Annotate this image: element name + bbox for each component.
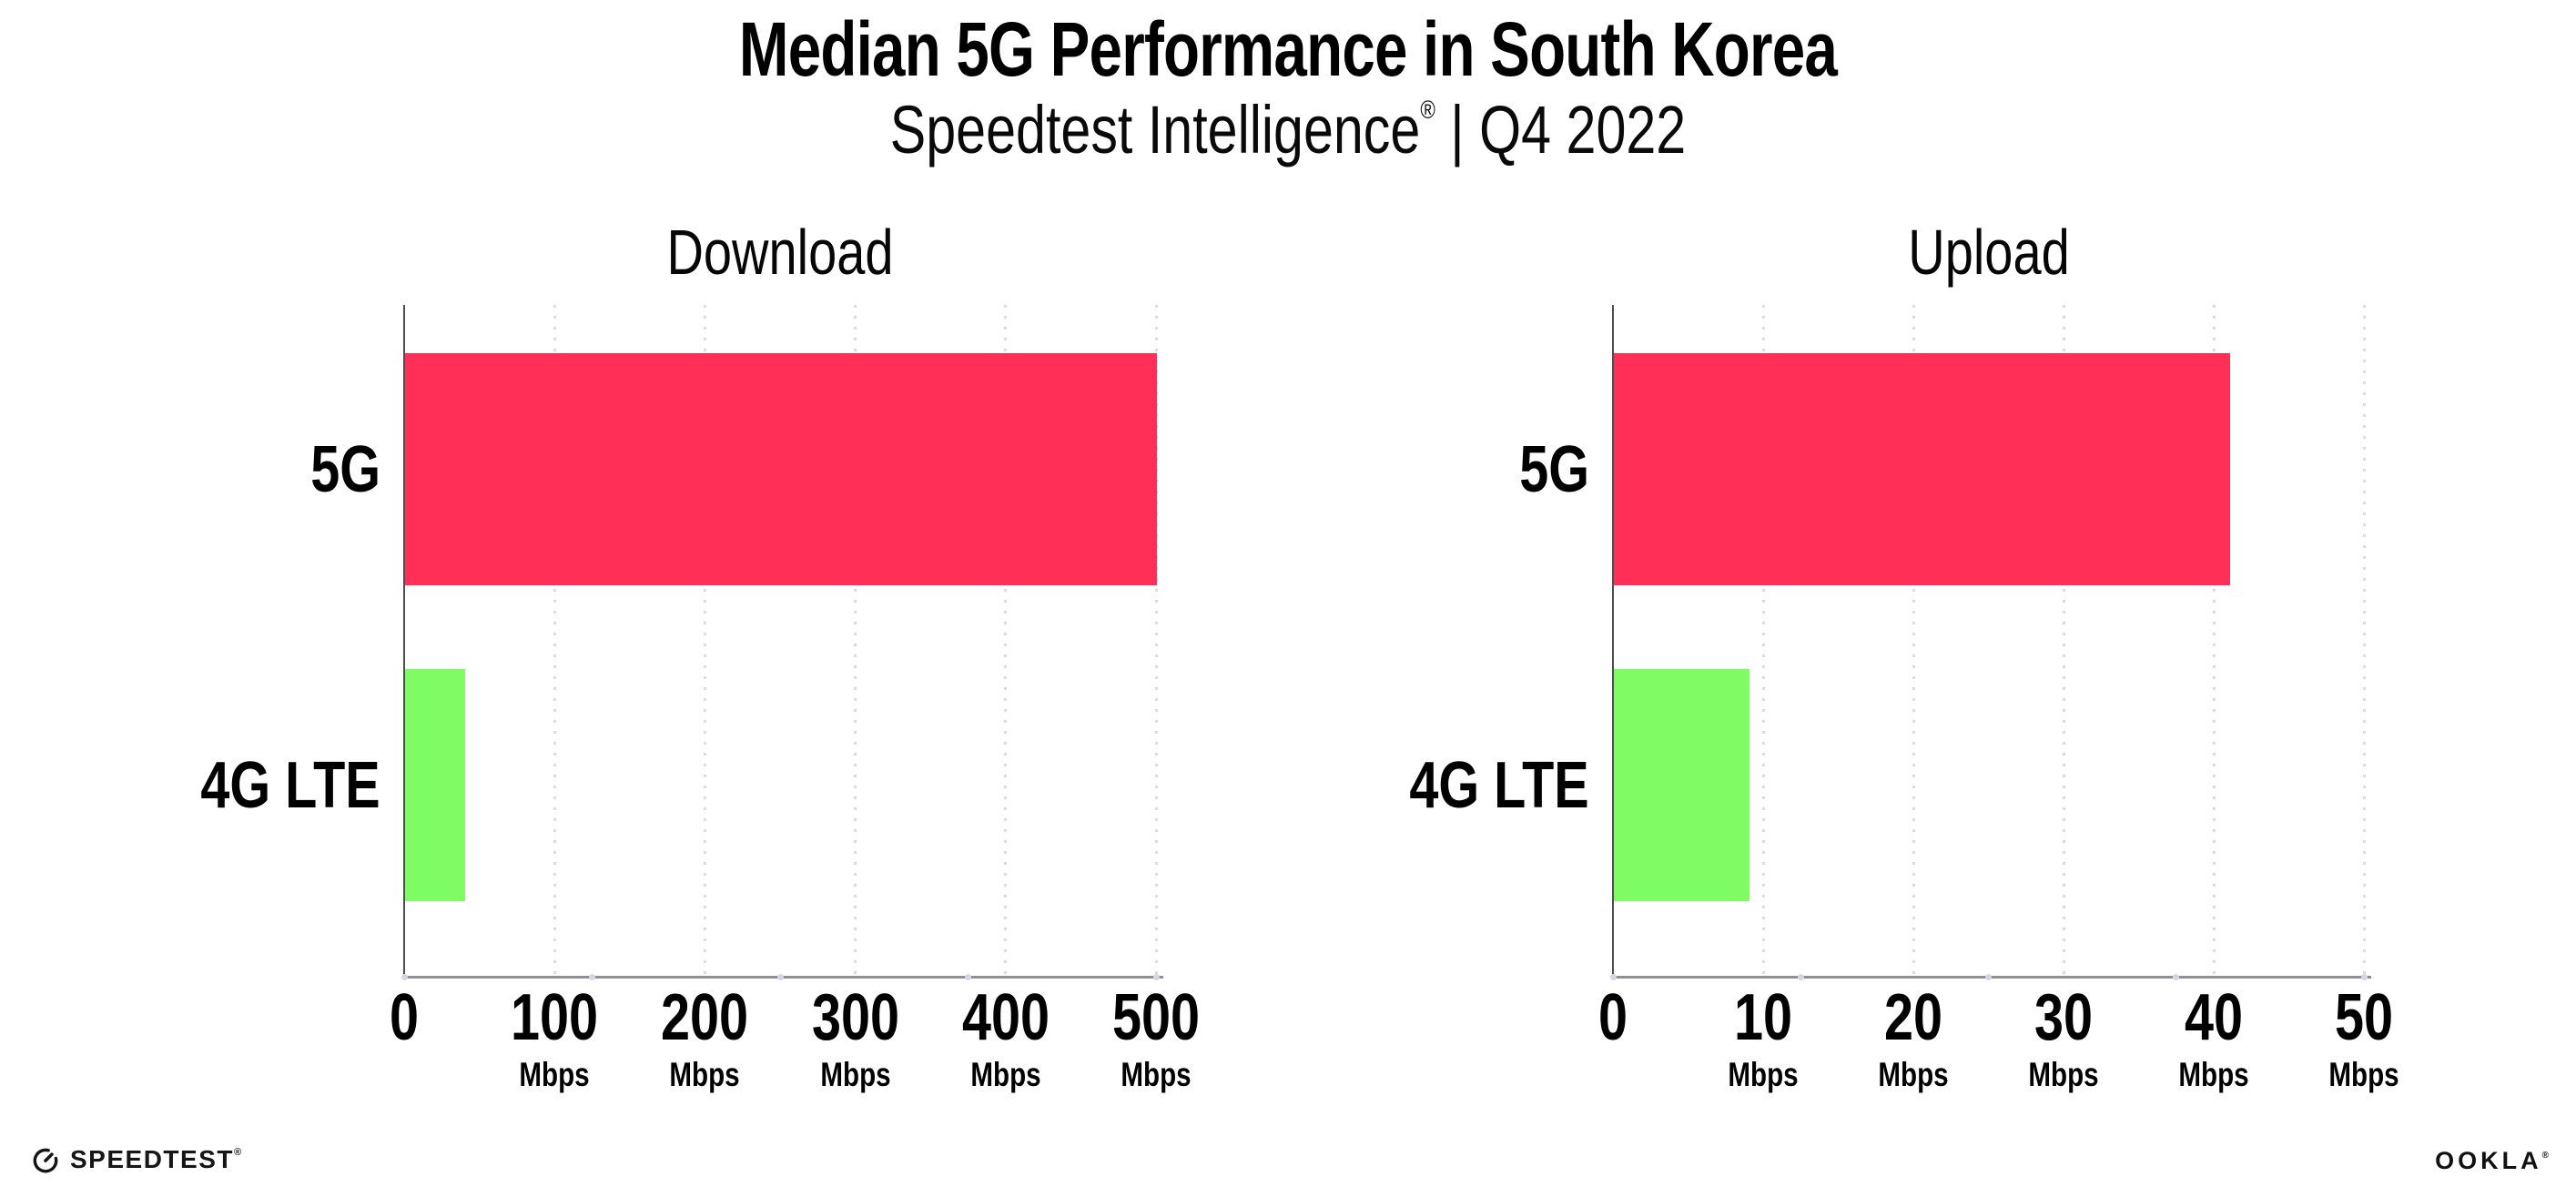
subtitle-period: | Q4 2022 [1435,92,1687,167]
axis-tick-dot [1985,974,1992,980]
tick-number: 50 [2334,981,2394,1054]
panel-title-download: Download [666,217,894,288]
x-axis-line [1612,976,2371,979]
tick-label-100: 100 Mbps [511,985,598,1091]
gridline-40 [2212,305,2216,978]
ookla-label: OOKLA [2435,1147,2542,1174]
speedtest-wordmark: SPEEDTEST® [70,1147,241,1172]
tick-unit: Mbps [1121,1056,1192,1093]
registered-mark-icon: ® [233,1147,242,1158]
tick-label-500: 500 Mbps [1112,985,1200,1091]
tick-label-200: 200 Mbps [661,985,748,1091]
tick-number: 200 [661,981,749,1054]
tick-unit: Mbps [1728,1056,1799,1093]
registered-mark-icon: ® [2541,1151,2549,1161]
category-label-5g: 5G [310,432,380,506]
tick-number: 40 [2184,981,2244,1054]
tick-unit: Mbps [970,1056,1041,1093]
tick-unit: Mbps [819,1056,891,1093]
subtitle-brand: Speedtest Intelligence [889,92,1421,167]
speedtest-logo: SPEEDTEST® [30,1144,241,1175]
tick-label-0: 0 [1598,985,1628,1050]
tick-number: 20 [1883,981,1943,1054]
gridline-500 [1154,305,1158,978]
gridline-50 [2362,305,2366,978]
tick-label-50: 50 Mbps [2328,985,2399,1091]
axis-tick-dot [2360,974,2368,980]
tick-unit: Mbps [2028,1056,2099,1093]
tick-unit: Mbps [519,1056,590,1093]
tick-unit: Mbps [2328,1056,2399,1093]
tick-label-10: 10 Mbps [1728,985,1798,1091]
axis-tick-dot [2173,974,2180,980]
bar-4g-lte-download [405,669,466,901]
gauge-needle-icon [44,1152,54,1162]
plot-area-upload: 0 10 Mbps 20 Mbps 30 Mbps 40 Mbps 50 Mbps 5G 4G LTE [1410,305,2399,1091]
speedtest-label: SPEEDTEST [70,1145,234,1173]
gridline-200 [703,305,706,978]
category-label-4g-lte: 4G LTE [200,748,380,822]
tick-unit: Mbps [2178,1056,2249,1093]
axis-tick-dot [965,974,971,980]
axis-tick-dot [1152,974,1160,980]
tick-label-300: 300 Mbps [812,985,899,1091]
tick-label-20: 20 Mbps [1878,985,1948,1091]
page-title: Median 5G Performance in South Korea [738,6,1838,92]
axis-tick-dot [1797,974,1804,980]
tick-number: 400 [961,981,1050,1054]
gridline-30 [2062,305,2065,978]
tick-unit: Mbps [669,1056,741,1093]
axis-tick-dot [401,974,408,980]
gridline-400 [1004,305,1008,978]
y-axis-line [1612,305,1614,978]
axis-tick-dot [589,974,595,980]
tick-unit: Mbps [1878,1056,1949,1093]
page-subtitle: Speedtest Intelligence® | Q4 2022 [890,96,1686,164]
category-label-4g-lte: 4G LTE [1409,748,1589,822]
gridline-10 [1761,305,1765,978]
bar-5g-download [405,353,1157,585]
tick-label-0: 0 [390,985,419,1050]
panel-title-upload: Upload [1908,217,2070,288]
y-axis-line [403,305,405,978]
tick-number: 0 [389,981,420,1054]
tick-number: 500 [1111,981,1201,1054]
gridline-20 [1912,305,1915,978]
tick-number: 10 [1733,981,1793,1054]
tick-number: 0 [1597,981,1628,1054]
ookla-wordmark: OOKLA® [2435,1149,2549,1173]
gridline-100 [553,305,556,978]
plot-area-download: 0 100 Mbps 200 Mbps 300 Mbps 400 Mbps 500 Mbps 5G 4G… [201,305,1200,1091]
tick-number: 30 [2033,981,2094,1054]
tick-number: 300 [811,981,899,1054]
axis-tick-dot [1609,974,1617,980]
tick-label-400: 400 Mbps [962,985,1050,1091]
speedtest-gauge-icon [33,1148,58,1173]
gridline-300 [854,305,857,978]
bar-5g-upload [1614,353,2230,585]
tick-label-30: 30 Mbps [2028,985,2098,1091]
bar-4g-lte-upload [1614,669,1749,901]
axis-tick-dot [776,974,784,980]
category-label-5g: 5G [1519,432,1589,506]
registered-mark-icon: ® [1420,96,1435,124]
tick-number: 100 [511,981,599,1054]
tick-label-40: 40 Mbps [2178,985,2248,1091]
x-axis-line [403,976,1163,979]
